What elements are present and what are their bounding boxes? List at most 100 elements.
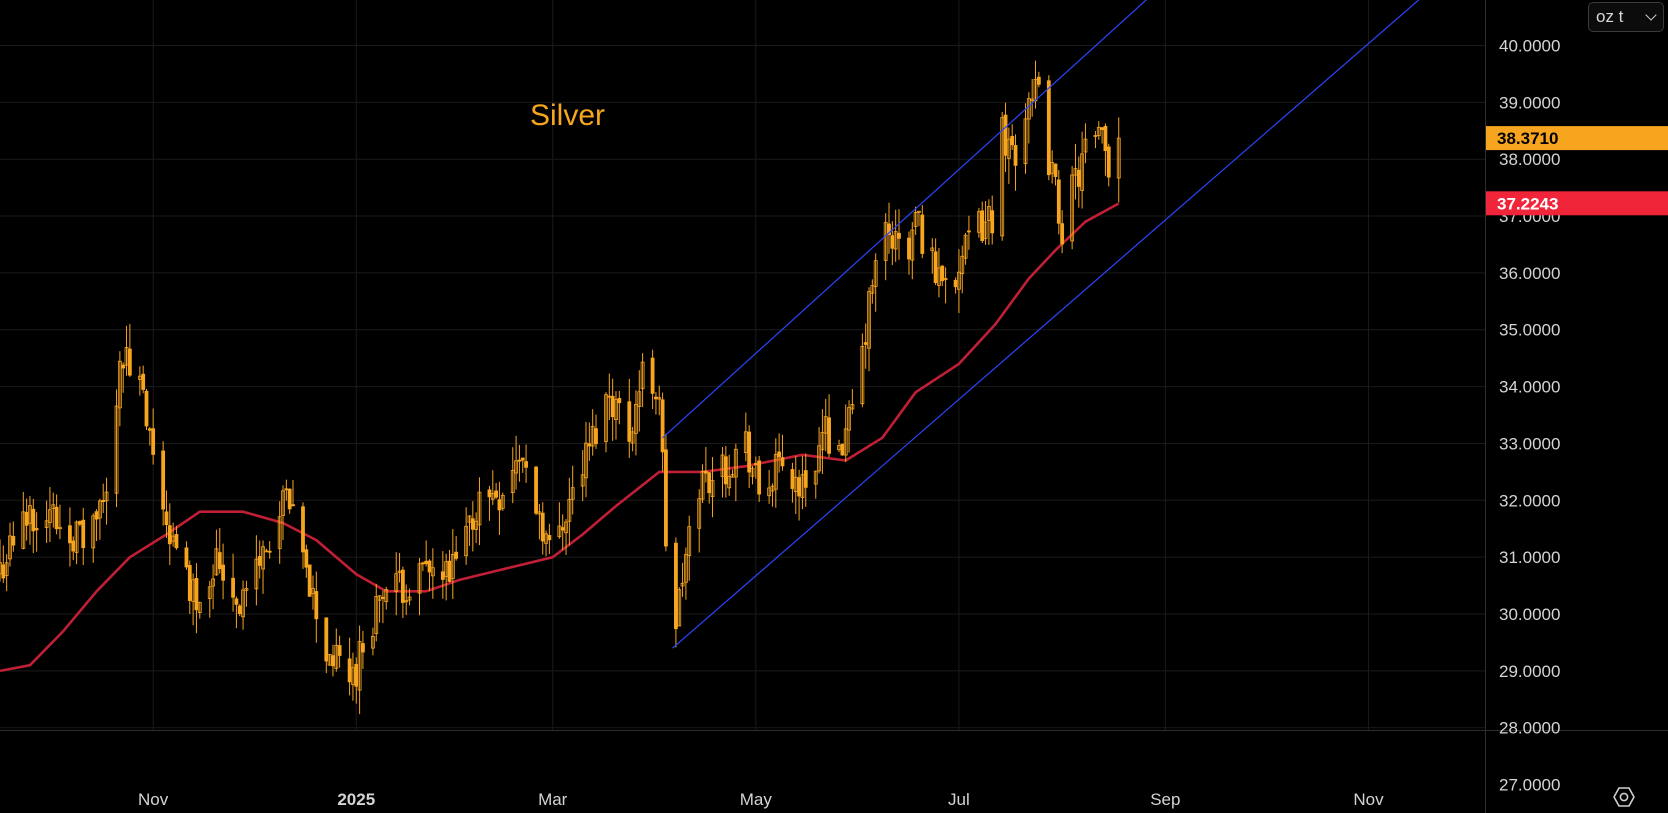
y-tick-label: 36.0000 (1499, 264, 1560, 283)
candle-body (44, 520, 49, 528)
candle-body (697, 498, 702, 529)
candle-body (48, 509, 52, 523)
candle-body (244, 588, 249, 591)
price-axis[interactable]: 27.0000 28.0000 29.0000 30.0000 31.0000 32.00… (1499, 36, 1560, 794)
x-tick-label: Nov (1353, 790, 1384, 809)
candle-body (291, 504, 295, 507)
moving-average-line (0, 202, 1120, 673)
candle-body (817, 445, 821, 472)
candle-body (870, 285, 875, 294)
candle-body (747, 431, 752, 473)
candle-body (847, 407, 851, 431)
candle-body (1006, 138, 1011, 159)
candle-body (1093, 135, 1098, 137)
candle-body (524, 461, 528, 468)
candle-body (151, 428, 156, 455)
settings-icon[interactable] (1610, 784, 1638, 810)
candle-body (440, 571, 445, 580)
candle-body (221, 564, 225, 581)
candle-body (570, 487, 575, 500)
candle-body (933, 251, 938, 284)
price-axis-panel (1485, 0, 1668, 813)
candle-body (1046, 80, 1051, 176)
candle-body (584, 442, 588, 479)
candle-body (474, 520, 479, 530)
candle-body (683, 553, 688, 583)
candle-body (470, 518, 475, 530)
candle-body (893, 231, 898, 250)
candle-body (547, 535, 552, 541)
candle-body (284, 488, 289, 491)
candle-body (394, 573, 399, 592)
candle-body (943, 278, 948, 280)
candle-body (241, 589, 245, 618)
candle-body (304, 549, 309, 568)
candle-body (664, 449, 668, 547)
candle-body (980, 210, 985, 241)
candle-body (281, 490, 285, 516)
candle-body (117, 360, 122, 409)
candle-body (104, 491, 109, 502)
candle-body (101, 499, 106, 502)
candle-body (780, 457, 785, 467)
x-tick-label: Nov (138, 790, 169, 809)
last-price-tag: 38.3710 (1497, 129, 1558, 148)
candle-body (24, 511, 29, 526)
x-tick-label: Sep (1150, 790, 1180, 809)
candle-body (337, 645, 342, 656)
candle-body (1116, 137, 1121, 179)
candle-body (707, 472, 712, 494)
candle-body (953, 279, 958, 288)
candle-body (1096, 126, 1101, 136)
candle-body (650, 357, 655, 394)
candle-body (510, 469, 515, 494)
x-tick-label: May (740, 790, 773, 809)
candle-body (357, 641, 362, 691)
trend-channel-lines[interactable] (662, 0, 1432, 649)
candle-body (580, 474, 585, 487)
unit-selector-button[interactable]: oz t (1588, 2, 1664, 32)
candle-body (217, 552, 222, 569)
candle-body (4, 562, 9, 576)
candle-body (1000, 117, 1005, 237)
candle-body (447, 560, 452, 582)
candle-body (1070, 174, 1075, 242)
channel-line[interactable] (672, 0, 1432, 649)
candle-body (920, 214, 925, 254)
candle-body (1056, 179, 1061, 224)
candle-body (750, 467, 755, 477)
last-price-tag-bg (1486, 126, 1668, 151)
candle-body (564, 521, 568, 534)
candle-body (700, 470, 705, 500)
candle-body (497, 499, 502, 511)
candle-body (820, 431, 825, 451)
candle-body (361, 643, 365, 653)
candle-body (703, 470, 708, 474)
candle-body (197, 602, 202, 613)
y-tick-label: 35.0000 (1499, 321, 1560, 340)
candle-body (430, 567, 435, 577)
candle-body (850, 404, 855, 410)
candle-body (450, 553, 455, 579)
candle-body (610, 395, 615, 418)
candle-body (957, 271, 961, 290)
candle-body (500, 494, 505, 509)
candle-body (843, 428, 848, 456)
candle-body (897, 232, 901, 239)
channel-line[interactable] (662, 0, 1159, 439)
candle-body (11, 536, 16, 546)
chevron-down-icon (1645, 9, 1657, 21)
y-tick-label: 40.0000 (1499, 36, 1560, 55)
candle-body (1083, 138, 1088, 153)
candle-body (161, 450, 166, 510)
x-tick-label: Mar (538, 790, 568, 809)
candle-body (674, 542, 678, 630)
time-axis[interactable]: Nov 2025 Mar May Jul Sep Nov (138, 790, 1384, 809)
candle-body (687, 526, 692, 556)
candle-body (1023, 118, 1028, 165)
candle-body (767, 487, 772, 497)
candle-body (237, 605, 242, 615)
y-tick-label: 30.0000 (1499, 605, 1560, 624)
